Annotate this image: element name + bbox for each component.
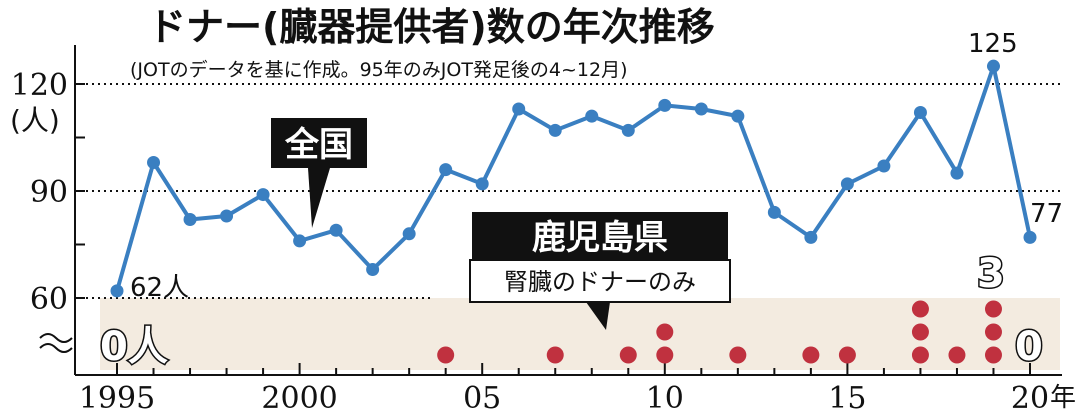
y-tick-label: 60 — [30, 282, 68, 317]
y-unit-label: (人) — [10, 104, 60, 137]
national-point-2000 — [293, 234, 307, 248]
y-ticks: 60 90 120 — [11, 68, 85, 317]
kagoshima-band — [100, 298, 1060, 370]
gridlines — [80, 83, 1060, 299]
x-tick-label: 10 — [646, 381, 684, 416]
national-point-2013 — [767, 205, 781, 219]
kagoshima-dot-2010 — [656, 323, 674, 341]
kagoshima-first-label: 0人 — [100, 324, 168, 370]
kagoshima-peak-label: 3 — [977, 251, 1005, 297]
kagoshima-dot-2012 — [729, 346, 747, 364]
national-point-1995 — [110, 284, 124, 298]
national-point-2010 — [658, 98, 672, 112]
national-point-1997 — [183, 213, 197, 227]
national-point-2006 — [512, 102, 526, 116]
x-tick-label: 1995 — [79, 381, 155, 416]
kagoshima-dot-2010 — [656, 346, 674, 364]
kagoshima-dot-2007 — [546, 346, 564, 364]
chart-title: ドナー(臓器提供者)数の年次推移 — [148, 5, 715, 49]
kagoshima-last-label: 0 — [1015, 324, 1043, 370]
kagoshima-callout: 鹿児島県 腎臓のドナーのみ — [469, 212, 731, 330]
national-point-1999 — [256, 188, 270, 202]
x-tick-label: 05 — [463, 381, 501, 416]
kagoshima-dot-2015 — [838, 346, 856, 364]
national-point-2014 — [804, 230, 818, 244]
national-point-2011 — [694, 102, 708, 116]
kagoshima-dot-2017 — [911, 346, 929, 364]
national-callout-label: 全国 — [284, 125, 353, 165]
last-value-label: 77 — [1030, 199, 1063, 229]
national-point-2015 — [840, 177, 854, 191]
national-point-2018 — [950, 166, 964, 180]
kagoshima-dot-2019 — [984, 300, 1002, 318]
kagoshima-dot-2019 — [984, 346, 1002, 364]
national-callout: 全国 — [271, 118, 367, 228]
x-tick-label: 20 — [1011, 381, 1049, 416]
kagoshima-dot-2019 — [984, 323, 1002, 341]
axis-break-mark — [39, 333, 73, 353]
national-point-2009 — [621, 123, 635, 137]
national-point-2016 — [877, 159, 891, 173]
kagoshima-dot-2017 — [911, 300, 929, 318]
chart-subtitle: (JOTのデータを基に作成。95年のみJOT発足後の4~12月) — [130, 59, 628, 81]
national-point-2005 — [475, 177, 489, 191]
kagoshima-dot-2009 — [619, 346, 637, 364]
y-tick-label: 90 — [30, 175, 68, 210]
national-series-line — [115, 64, 1032, 292]
national-point-2001 — [329, 223, 343, 237]
national-point-2017 — [913, 106, 927, 120]
first-value-label: 62人 — [130, 273, 189, 303]
kagoshima-series-dots — [437, 300, 1002, 364]
kagoshima-dot-2017 — [911, 323, 929, 341]
national-point-1996 — [147, 155, 161, 169]
peak-value-label: 125 — [968, 29, 1018, 59]
national-point-2012 — [731, 109, 745, 123]
x-tick-label: 15 — [828, 381, 866, 416]
national-point-2003 — [402, 227, 416, 241]
kagoshima-dot-2014 — [802, 346, 820, 364]
national-point-1998 — [220, 209, 234, 223]
national-series-points — [110, 59, 1037, 298]
x-unit-label: 年 — [1050, 383, 1076, 413]
national-point-2002 — [366, 262, 380, 276]
kagoshima-callout-label: 鹿児島県 — [532, 218, 668, 258]
x-tick-label: 2000 — [261, 381, 337, 416]
national-point-2007 — [548, 123, 562, 137]
x-ticks: 1995 2000 05 10 15 20 年 — [79, 363, 1076, 416]
national-point-2019 — [986, 59, 1000, 73]
kagoshima-dot-2004 — [437, 346, 455, 364]
kagoshima-callout-sublabel: 腎臓のドナーのみ — [504, 268, 696, 296]
national-point-2020 — [1023, 230, 1037, 244]
kagoshima-dot-2018 — [948, 346, 966, 364]
y-tick-label: 120 — [11, 68, 68, 103]
national-point-2008 — [585, 109, 599, 123]
national-point-2004 — [439, 163, 453, 177]
